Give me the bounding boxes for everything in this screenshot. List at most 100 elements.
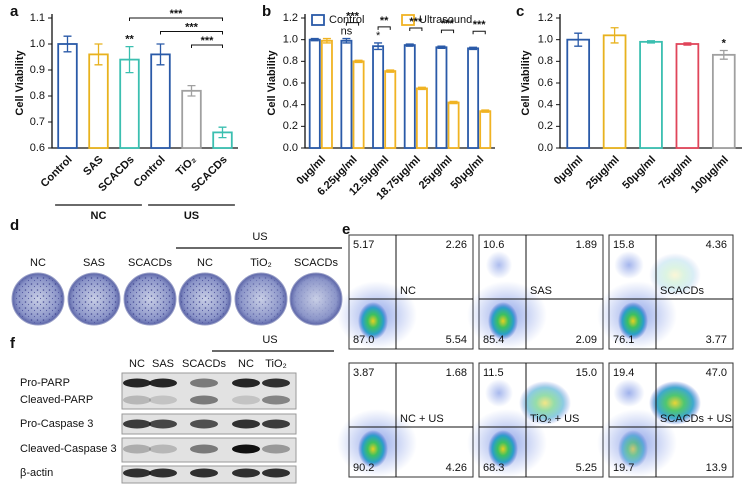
significance-bracket: [440, 29, 455, 34]
cell-cluster: [618, 430, 648, 468]
quadrant-value: 2.09: [576, 334, 597, 346]
plot-label: SCACDs: [660, 285, 705, 297]
y-tick-label: 0.6: [283, 77, 298, 89]
x-tick-label: 50μg/ml: [448, 154, 486, 192]
significance-label: *: [722, 37, 727, 49]
band: [123, 444, 151, 454]
band: [149, 419, 177, 429]
plate-label: TiO₂: [250, 257, 272, 269]
x-tick-label: 25μg/ml: [417, 154, 455, 192]
cell-cluster: [614, 251, 644, 279]
colonies: [14, 275, 62, 323]
significance-label: **: [125, 34, 134, 46]
significance-label: ns: [341, 25, 353, 37]
error-bar: [354, 59, 363, 64]
significance-bracket: [191, 44, 223, 48]
band: [190, 419, 218, 429]
error-bar: [417, 86, 426, 91]
y-axis-label: Cell Viability: [520, 50, 532, 116]
significance-label: ***: [201, 35, 215, 47]
y-tick-label: 1.2: [283, 12, 298, 24]
y-tick-label: 0.0: [283, 142, 298, 154]
bar: [181, 89, 202, 149]
band: [123, 419, 151, 429]
group-label: US: [252, 231, 267, 243]
cell-cluster: [485, 379, 513, 407]
y-tick-label: 0.4: [538, 99, 553, 111]
x-tick-label: SAS: [81, 154, 105, 178]
cell-cluster: [649, 381, 701, 425]
band: [149, 468, 177, 478]
quadrant-value: 10.6: [483, 239, 504, 251]
significance-label: **: [380, 15, 389, 27]
row-label: β-actin: [20, 467, 53, 479]
legend-swatch: [401, 14, 415, 26]
bar: [675, 43, 700, 149]
band: [190, 444, 218, 454]
lane-label: NC: [129, 358, 145, 370]
quadrant-value: 47.0: [706, 367, 727, 379]
quadrant-value: 5.25: [576, 462, 597, 474]
row-label: Pro-Caspase 3: [20, 418, 93, 430]
bar: [602, 34, 627, 149]
y-axis-label: Cell Viability: [14, 50, 26, 116]
y-tick-label: 0.8: [538, 55, 553, 67]
y-tick-label: 1.0: [30, 38, 45, 50]
bar: [479, 110, 492, 149]
y-tick-label: 0.6: [30, 142, 45, 154]
quadrant-value: 85.4: [483, 334, 504, 346]
quadrant-value: 4.36: [706, 239, 727, 251]
error-bar: [187, 84, 196, 97]
plot-label: SCACDs + US: [660, 413, 732, 425]
panel-label: b: [262, 3, 271, 20]
quadrant-value: 19.7: [613, 462, 634, 474]
y-tick-label: 0.7: [30, 116, 45, 128]
significance-label: ***: [346, 10, 360, 22]
band: [232, 378, 260, 388]
error-bar: [322, 37, 331, 44]
cell-cluster: [613, 379, 645, 407]
significance-bracket: [129, 17, 223, 21]
band: [123, 378, 151, 388]
quadrant-value: 3.77: [706, 334, 727, 346]
bar: [372, 45, 385, 149]
group-label: US: [184, 210, 199, 222]
row-label: Cleaved-Caspase 3: [20, 443, 117, 455]
bar: [639, 40, 663, 149]
cell-cluster: [485, 251, 513, 279]
quadrant-value: 1.89: [576, 239, 597, 251]
band: [190, 378, 218, 388]
panel-label: c: [516, 3, 524, 20]
error-bar: [719, 49, 728, 60]
bar: [320, 39, 333, 149]
quadrant-value: 2.26: [446, 239, 467, 251]
significance-label: *: [376, 30, 381, 42]
band: [123, 395, 151, 405]
bar: [88, 53, 109, 149]
y-axis-label: Cell Viability: [266, 50, 278, 116]
error-bar: [310, 37, 319, 42]
plate-label: SCACDs: [294, 257, 339, 269]
cell-cluster: [358, 430, 388, 468]
cell-cluster: [488, 302, 518, 340]
band: [262, 468, 290, 478]
band: [232, 419, 260, 429]
bar: [467, 47, 480, 149]
error-bar: [683, 42, 692, 46]
row-label: Cleaved-PARP: [20, 394, 93, 406]
significance-bracket: [345, 22, 360, 26]
bar: [566, 38, 591, 149]
y-tick-label: 1.1: [30, 12, 45, 24]
colonies: [70, 275, 118, 323]
cell-cluster: [488, 430, 518, 468]
panel-label: e: [342, 221, 350, 238]
quadrant-value: 90.2: [353, 462, 374, 474]
error-bar: [647, 40, 655, 44]
y-tick-label: 0.6: [538, 77, 553, 89]
error-bar: [156, 43, 165, 66]
panel-label: a: [10, 3, 19, 20]
quadrant-value: 68.3: [483, 462, 504, 474]
bar: [403, 44, 416, 149]
quadrant-value: 19.4: [613, 367, 634, 379]
error-bar: [386, 69, 395, 73]
